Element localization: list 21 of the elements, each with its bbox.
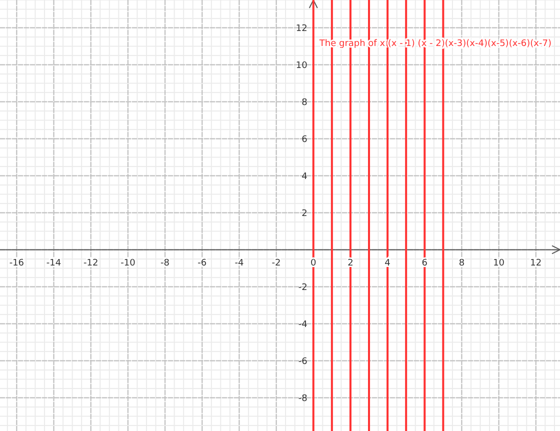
x-tick-label: -6 <box>198 258 207 269</box>
x-tick-label: 12 <box>530 258 542 269</box>
x-tick-label: -12 <box>84 258 98 269</box>
y-tick-label: -8 <box>298 394 308 404</box>
x-tick-label: 10 <box>493 258 505 269</box>
y-tick-label: 10 <box>296 60 308 71</box>
x-tick-label: -4 <box>234 258 244 269</box>
y-tick-label: -6 <box>298 356 308 367</box>
y-tick-label: 2 <box>302 208 308 219</box>
x-tick-label: -10 <box>120 258 136 269</box>
y-tick-label: 12 <box>296 24 308 34</box>
x-tick-label: -16 <box>9 258 24 269</box>
y-tick-label: 4 <box>302 172 308 182</box>
x-tick-label: 8 <box>458 258 465 269</box>
y-tick-label: -4 <box>298 320 308 330</box>
x-tick-label: -14 <box>46 258 62 269</box>
x-tick-label: -2 <box>272 258 281 269</box>
y-tick-label: 6 <box>302 134 308 145</box>
y-tick-label: 8 <box>302 98 308 108</box>
x-tick-label: -8 <box>160 258 170 269</box>
y-tick-label: -2 <box>298 282 308 293</box>
